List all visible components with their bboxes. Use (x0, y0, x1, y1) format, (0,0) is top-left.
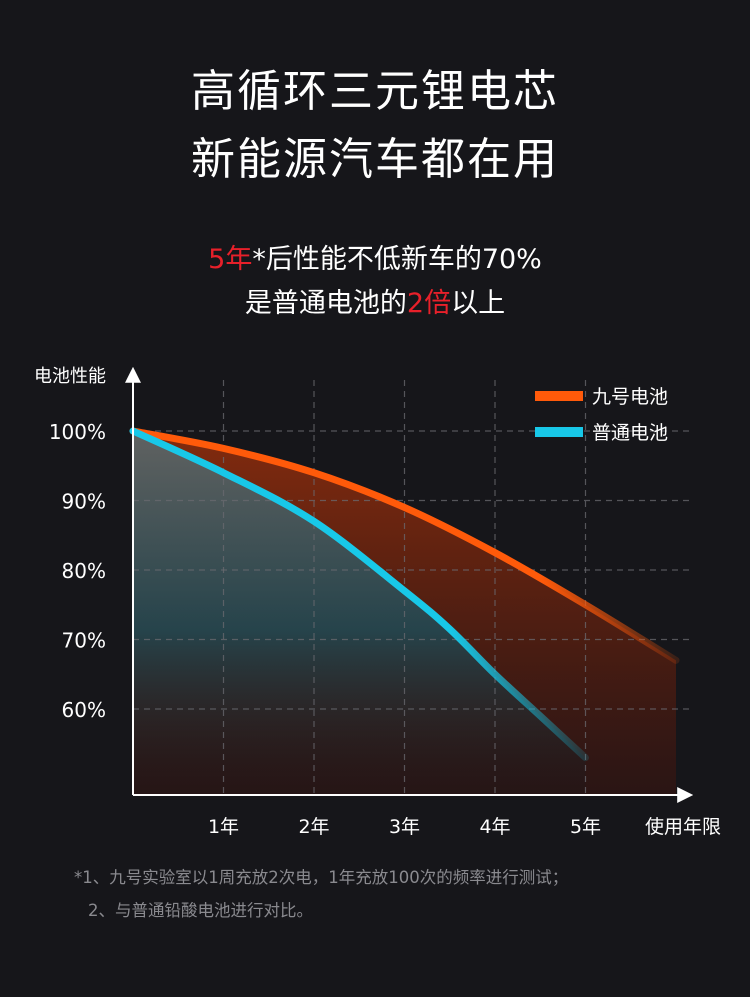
series-line-regular (129, 427, 589, 762)
y-axis-title: 电池性能 (34, 366, 106, 387)
footnote-2: 2、与普通铅酸电池进行对比。 (88, 901, 313, 920)
legend-swatch-regular (535, 427, 583, 437)
x-tick-label: 5年 (570, 816, 601, 838)
subheadline-line-1-text: *后性能不低新车的70% (252, 244, 542, 275)
subheadline-line-2-post: 以上 (451, 288, 506, 319)
five-years-highlight: 5年 (208, 244, 253, 275)
x-axis-title: 使用年限 (645, 816, 721, 838)
x-tick-label: 2年 (298, 816, 329, 838)
y-tick-label: 90% (62, 490, 106, 514)
subheadline-line-2: 是普通电池的2倍以上 (0, 290, 750, 317)
headline-line-2: 新能源汽车都在用 (191, 134, 559, 185)
legend-swatch-ninebot (535, 391, 583, 401)
y-tick-label: 70% (62, 629, 106, 653)
y-tick-label: 60% (62, 698, 106, 722)
y-tick-label: 100% (49, 420, 106, 444)
double-highlight: 2倍 (406, 288, 452, 319)
subheadline-line-2-pre: 是普通电池的 (244, 288, 407, 319)
footnote-1: *1、九号实验室以1周充放2次电，1年充放100次的频率进行测试； (74, 868, 569, 887)
area-regular (133, 431, 586, 795)
legend-label-regular: 普通电池 (592, 422, 668, 444)
x-tick-label: 4年 (479, 816, 510, 838)
headline-line-1: 高循环三元锂电芯 (191, 66, 559, 117)
series-line-ninebot (129, 427, 680, 664)
y-tick-label: 80% (62, 559, 106, 583)
subheadline-line-1: 5年*后性能不低新车的70% (0, 246, 750, 273)
x-tick-label: 3年 (389, 816, 420, 838)
legend-label-ninebot: 九号电池 (592, 386, 668, 408)
x-tick-label: 1年 (208, 816, 239, 838)
